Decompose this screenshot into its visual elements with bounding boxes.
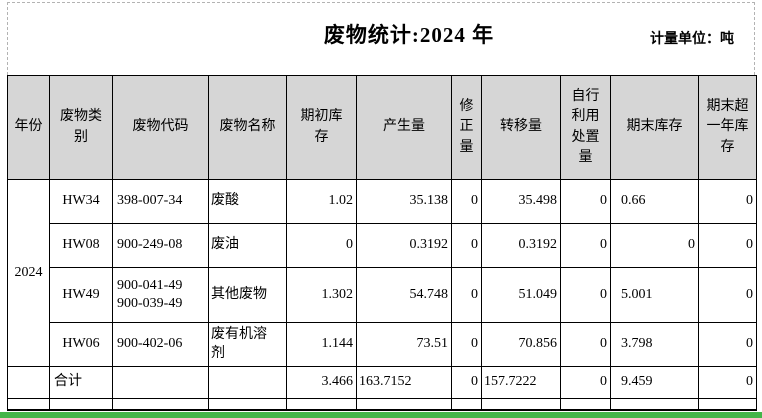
table-cell: 0 bbox=[698, 267, 757, 323]
header-row: 年份 废物类 别废物代码 废物名称 期初库 存产生量修 正 量转移量 自行 利用 处置 … bbox=[7, 75, 757, 180]
table-cell: 54.748 bbox=[356, 267, 452, 323]
table-cell: 73.51 bbox=[356, 322, 452, 367]
total-cell bbox=[7, 366, 50, 399]
bottom-green-bar bbox=[0, 412, 762, 418]
table-cell: HW49 bbox=[49, 267, 113, 323]
table-cell: 1.302 bbox=[286, 267, 357, 323]
table-cell: 0 bbox=[560, 322, 611, 367]
table-cell: 0.66 bbox=[610, 179, 699, 224]
waste-table-container: 年份 废物类 别废物代码 废物名称 期初库 存产生量修 正 量转移量 自行 利用 处置 … bbox=[7, 75, 757, 411]
total-label-cell: 合计 bbox=[49, 366, 113, 399]
table-cell: 0 bbox=[560, 179, 611, 224]
empty-cell bbox=[356, 398, 452, 411]
column-header-7: 转移量 bbox=[481, 75, 561, 180]
table-cell: 0 bbox=[451, 267, 482, 323]
total-cell: 0 bbox=[698, 366, 757, 399]
table-cell: 35.498 bbox=[481, 179, 561, 224]
total-cell: 0 bbox=[451, 366, 482, 399]
empty-cell bbox=[610, 398, 699, 411]
column-header-6: 修 正 量 bbox=[451, 75, 482, 180]
total-cell: 163.7152 bbox=[356, 366, 452, 399]
column-header-2: 废物代码 bbox=[112, 75, 209, 180]
table-cell: 0 bbox=[451, 179, 482, 224]
column-header-3: 废物名称 bbox=[208, 75, 287, 180]
table-row: HW49 900-041-49 900-039-49 其他废物 1.302 54.748… bbox=[8, 267, 757, 323]
table-cell: 3.798 bbox=[610, 322, 699, 367]
empty-cell bbox=[481, 398, 561, 411]
column-header-9: 期末库存 bbox=[610, 75, 699, 180]
total-cell: 157.7222 bbox=[481, 366, 561, 399]
table-cell: 0.3192 bbox=[356, 223, 452, 268]
table-row: HW06 900-402-06 废有机溶 剂 1.144 73.51 0 70.856 0 3.… bbox=[8, 322, 757, 367]
page-title: 废物统计:2024 年 bbox=[323, 23, 495, 47]
empty-cell bbox=[49, 398, 113, 411]
table-cell: 0 bbox=[286, 223, 357, 268]
empty-row bbox=[7, 398, 757, 411]
table-cell: 0 bbox=[560, 267, 611, 323]
empty-cell bbox=[208, 398, 287, 411]
empty-cell bbox=[7, 398, 50, 411]
column-header-0: 年份 bbox=[7, 75, 50, 180]
table-cell: 0 bbox=[451, 322, 482, 367]
table-cell: 0 bbox=[698, 223, 757, 268]
table-cell: 0.3192 bbox=[481, 223, 561, 268]
table-cell: HW06 bbox=[49, 322, 113, 367]
table-cell: 51.049 bbox=[481, 267, 561, 323]
empty-cell bbox=[698, 398, 757, 411]
column-header-1: 废物类 别 bbox=[49, 75, 113, 180]
total-cell: 3.466 bbox=[286, 366, 357, 399]
column-header-8: 自行 利用 处置 量 bbox=[560, 75, 611, 180]
waste-statistics-table: 年份 废物类 别废物代码 废物名称 期初库 存产生量修 正 量转移量 自行 利用 处置 … bbox=[7, 75, 757, 411]
column-header-10: 期末超 一年库 存 bbox=[698, 75, 757, 180]
year-cell: 2024 bbox=[7, 179, 50, 367]
empty-cell bbox=[451, 398, 482, 411]
empty-cell bbox=[112, 398, 209, 411]
table-row: 2024 HW34 398-007-34 废酸 1.02 35.138 0 35.498 0 0.… bbox=[7, 179, 757, 367]
table-cell: 1.144 bbox=[286, 322, 357, 367]
table-cell: 废有机溶 剂 bbox=[208, 322, 287, 367]
table-body: 年份 废物类 别废物代码 废物名称 期初库 存产生量修 正 量转移量 自行 利用 处置 … bbox=[7, 75, 757, 411]
table-cell: 0 bbox=[698, 322, 757, 367]
table-cell: 0 bbox=[698, 179, 757, 224]
column-header-5: 产生量 bbox=[356, 75, 452, 180]
table-cell: 1.02 bbox=[286, 179, 357, 224]
total-cell: 0 bbox=[560, 366, 611, 399]
table-cell: 70.856 bbox=[481, 322, 561, 367]
table-cell: 0 bbox=[560, 223, 611, 268]
table-cell: 900-041-49 900-039-49 bbox=[112, 267, 209, 323]
empty-cell bbox=[286, 398, 357, 411]
total-cell: 9.459 bbox=[610, 366, 699, 399]
total-cell bbox=[112, 366, 209, 399]
total-row: 合计 3.466 163.7152 0 157.7222 0 9.459 0 bbox=[7, 366, 757, 399]
table-cell: HW34 bbox=[49, 179, 113, 224]
table-cell: 398-007-34 bbox=[112, 179, 209, 224]
table-cell: 900-402-06 bbox=[112, 322, 209, 367]
table-cell: 0 bbox=[610, 223, 699, 268]
table-cell: 废油 bbox=[208, 223, 287, 268]
table-row: HW08 900-249-08 废油 0 0.3192 0 0.3192 0 0 0 bbox=[8, 223, 757, 268]
print-area-dashed-boundary bbox=[7, 2, 755, 75]
table-cell: 其他废物 bbox=[208, 267, 287, 323]
table-cell: HW08 bbox=[49, 223, 113, 268]
table-cell: 废酸 bbox=[208, 179, 287, 224]
column-header-4: 期初库 存 bbox=[286, 75, 357, 180]
table-cell: 0 bbox=[451, 223, 482, 268]
total-cell bbox=[208, 366, 287, 399]
empty-cell bbox=[560, 398, 611, 411]
table-cell: 900-249-08 bbox=[112, 223, 209, 268]
table-cell: 5.001 bbox=[610, 267, 699, 323]
unit-label: 计量单位：吨 bbox=[650, 32, 734, 47]
table-cell: 35.138 bbox=[356, 179, 452, 224]
